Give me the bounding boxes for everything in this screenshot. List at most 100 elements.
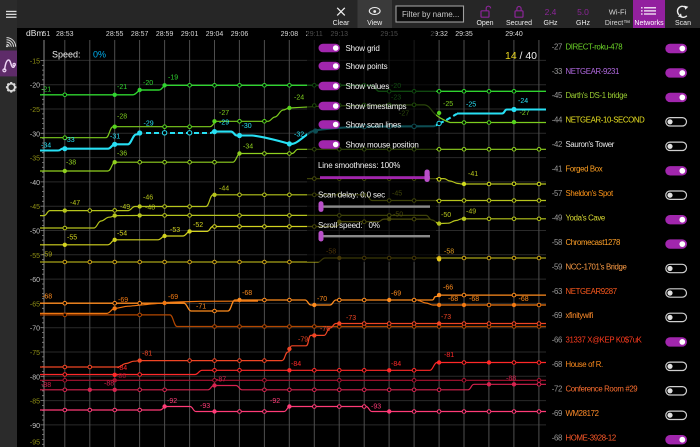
svg-text:Clear: Clear [333, 20, 350, 27]
svg-text:-76: -76 [320, 326, 330, 333]
svg-text:-60: -60 [30, 277, 40, 284]
svg-text:-70: -70 [30, 326, 40, 333]
svg-text:-87: -87 [216, 376, 226, 383]
svg-text:-66: -66 [552, 336, 562, 345]
svg-text:-49: -49 [120, 204, 130, 211]
svg-text:14: 14 [505, 50, 517, 62]
svg-text:-69: -69 [118, 297, 128, 304]
svg-text:-72: -72 [552, 385, 562, 394]
svg-text:-92: -92 [167, 398, 177, 405]
svg-text:-54: -54 [117, 230, 127, 237]
svg-text:-93: -93 [371, 403, 381, 410]
svg-text:-36: -36 [117, 150, 127, 157]
svg-text:-68: -68 [552, 434, 562, 443]
svg-text:-73: -73 [346, 315, 356, 322]
svg-text:Direct™: Direct™ [605, 20, 630, 27]
svg-text:NETGEAR-9231: NETGEAR-9231 [566, 67, 619, 76]
svg-text:Scan: Scan [675, 20, 691, 27]
svg-text:-49: -49 [552, 214, 562, 223]
svg-text:Scroll speed: 0%: Scroll speed: 0% [318, 221, 380, 230]
svg-text:31337 X@KEP K0$7uK: 31337 X@KEP K0$7uK [566, 336, 643, 345]
svg-text:WM28172: WM28172 [566, 409, 599, 418]
svg-text:-88: -88 [506, 375, 516, 382]
svg-text:-68: -68 [552, 360, 562, 369]
svg-text:-55: -55 [30, 253, 40, 260]
svg-text:-21: -21 [117, 84, 127, 91]
svg-text:Networks: Networks [634, 20, 664, 27]
svg-text:Show grid: Show grid [346, 44, 380, 53]
svg-text:-38: -38 [66, 160, 76, 167]
svg-text:View: View [367, 20, 383, 27]
svg-text:Darth's DS-1 bridge: Darth's DS-1 bridge [566, 91, 628, 100]
svg-text:-34: -34 [41, 143, 51, 150]
svg-text:-31: -31 [110, 133, 120, 140]
svg-text:-70: -70 [317, 296, 327, 303]
svg-text:DIRECT-roku-478: DIRECT-roku-478 [566, 42, 623, 51]
svg-text:-19: -19 [168, 74, 178, 81]
svg-text:-46: -46 [143, 195, 153, 202]
svg-text:-34: -34 [243, 143, 253, 150]
svg-text:-68: -68 [519, 296, 529, 303]
svg-text:-41: -41 [552, 165, 562, 174]
svg-text:NETGEAR9287: NETGEAR9287 [566, 287, 617, 296]
svg-text:-69: -69 [552, 409, 562, 418]
svg-text:Speed:: Speed: [52, 50, 81, 60]
svg-text:Secured: Secured [506, 20, 532, 27]
svg-text:-41: -41 [468, 171, 478, 178]
svg-text:-75: -75 [30, 350, 40, 357]
svg-text:29:04: 29:04 [206, 31, 224, 38]
svg-text:-27: -27 [520, 110, 530, 117]
svg-text:-45: -45 [552, 91, 563, 100]
svg-text:-30: -30 [242, 123, 252, 130]
svg-text:-69: -69 [552, 311, 562, 320]
svg-text:Show timestamps: Show timestamps [346, 102, 407, 111]
svg-text:-84: -84 [391, 361, 401, 368]
svg-text:29:08: 29:08 [281, 31, 299, 38]
svg-text:-32: -32 [294, 132, 304, 139]
svg-text:-69: -69 [168, 294, 178, 301]
svg-text:-85: -85 [30, 399, 40, 406]
svg-text:Show scan lines: Show scan lines [346, 121, 402, 130]
svg-text:-90: -90 [30, 423, 40, 430]
svg-text:Chromecast1278: Chromecast1278 [566, 238, 620, 247]
svg-text:-92: -92 [270, 398, 280, 405]
svg-text:Sauron's Tower: Sauron's Tower [566, 140, 615, 149]
svg-text:-50: -50 [30, 229, 40, 236]
svg-text:-25: -25 [30, 107, 40, 114]
svg-text:-55: -55 [67, 235, 77, 242]
svg-text:Wi-Fi: Wi-Fi [609, 8, 627, 17]
svg-text:-52: -52 [193, 222, 203, 229]
svg-text:-86: -86 [116, 373, 126, 380]
svg-text:-58: -58 [444, 248, 454, 255]
svg-text:-29: -29 [144, 121, 154, 128]
svg-text:-95: -95 [30, 440, 40, 447]
svg-text:Line smoothness: 100%: Line smoothness: 100% [318, 161, 400, 170]
svg-text:29:40: 29:40 [505, 31, 523, 38]
svg-text:-68: -68 [242, 290, 252, 297]
svg-text:51: 51 [43, 31, 51, 38]
svg-text:Sheldon's Spot: Sheldon's Spot [566, 189, 614, 198]
svg-text:0%: 0% [93, 50, 106, 60]
svg-text:Open: Open [476, 20, 493, 27]
svg-text:-20: -20 [30, 83, 40, 90]
svg-text:28:57: 28:57 [131, 31, 149, 38]
svg-text:-27: -27 [552, 42, 562, 51]
svg-text:Filter by name...: Filter by name... [402, 10, 459, 19]
svg-text:xfinitywifi: xfinitywifi [566, 311, 594, 320]
svg-text:Forged Box: Forged Box [566, 165, 603, 174]
svg-text:-84: -84 [117, 365, 127, 372]
svg-text:GHz: GHz [544, 20, 559, 27]
svg-text:NCC-1701's Bridge: NCC-1701's Bridge [566, 262, 627, 271]
svg-text:28:53: 28:53 [56, 31, 74, 38]
svg-text:-93: -93 [200, 403, 210, 410]
svg-text:-21: -21 [41, 86, 51, 93]
svg-text:28:55: 28:55 [106, 31, 124, 38]
svg-text:Show values: Show values [346, 82, 390, 91]
svg-text:-80: -80 [30, 374, 40, 381]
svg-text:-73: -73 [441, 314, 451, 321]
svg-text:-88: -88 [104, 380, 114, 387]
svg-text:Conference Room #29: Conference Room #29 [566, 385, 638, 394]
svg-text:House of R.: House of R. [566, 360, 604, 369]
svg-text:-27: -27 [219, 110, 229, 117]
svg-text:2.4: 2.4 [545, 7, 557, 17]
